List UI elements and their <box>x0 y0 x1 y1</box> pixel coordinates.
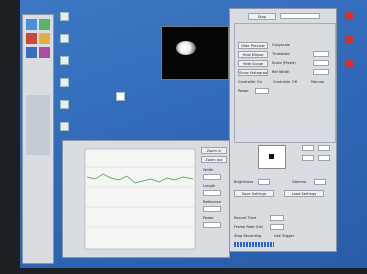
tool[interactable] <box>39 19 50 30</box>
tool[interactable] <box>26 33 37 44</box>
beam-spot <box>176 41 196 55</box>
photo-of-monitor: Stop Hide Preview Hide Ellipse Hide Scop… <box>0 0 367 274</box>
field[interactable] <box>255 88 269 94</box>
field[interactable] <box>313 60 329 66</box>
controller-label[interactable]: Manual <box>311 79 324 85</box>
preview-window <box>161 26 229 80</box>
field-label: Power <box>203 215 214 221</box>
tool-list <box>26 95 50 155</box>
field-label: Length <box>203 183 215 189</box>
histogram-view <box>258 145 286 169</box>
field-label: Width <box>203 167 213 173</box>
option-label: Threshold <box>272 51 290 57</box>
controller-label[interactable]: Controller Off <box>273 79 297 85</box>
button[interactable]: Hide Preview <box>238 42 268 49</box>
button[interactable]: Hide Scope <box>238 60 268 67</box>
desktop-icon[interactable] <box>345 36 353 44</box>
field[interactable] <box>270 215 284 221</box>
settings-group: Hide Preview Hide Ellipse Hide Scope Sho… <box>234 23 336 143</box>
desktop-icon[interactable] <box>60 56 69 65</box>
spot <box>269 154 274 159</box>
graph-window: Zoom in Zoom out Width Length Reference … <box>62 140 230 258</box>
controller-label[interactable]: Controller On <box>238 79 262 85</box>
tool[interactable] <box>39 33 50 44</box>
desktop-icon[interactable] <box>345 60 353 68</box>
zoom-out-button[interactable]: Zoom out <box>201 156 227 163</box>
use-trigger-label[interactable]: Use Trigger <box>274 233 294 239</box>
load-button[interactable]: Load Settings <box>284 190 324 197</box>
desktop-icon[interactable] <box>60 122 69 131</box>
plot-area <box>85 149 195 249</box>
field[interactable] <box>258 179 270 185</box>
field[interactable] <box>302 145 314 151</box>
control-panel: Stop Hide Preview Hide Ellipse Hide Scop… <box>229 8 337 252</box>
field[interactable] <box>318 155 330 161</box>
field[interactable] <box>203 222 221 228</box>
desktop: Stop Hide Preview Hide Ellipse Hide Scop… <box>20 0 367 268</box>
gamma-label: Gamma <box>292 179 306 185</box>
field[interactable] <box>203 190 221 196</box>
power-label: Power <box>238 88 249 94</box>
field-label: Reference <box>203 199 221 205</box>
zoom-in-button[interactable]: Zoom in <box>201 147 227 154</box>
field[interactable] <box>203 174 221 180</box>
desktop-icon[interactable] <box>60 34 69 43</box>
brightness-label: Brightness <box>234 179 253 185</box>
desktop-icon[interactable] <box>60 78 69 87</box>
desktop-icon[interactable] <box>60 100 69 109</box>
field[interactable] <box>314 179 326 185</box>
button[interactable]: Show Histogram <box>238 69 268 76</box>
desktop-icon[interactable] <box>345 12 353 20</box>
field[interactable] <box>270 224 284 230</box>
stop-button[interactable]: Stop <box>248 13 276 20</box>
save-button[interactable]: Save Settings <box>234 190 274 197</box>
tool[interactable] <box>39 47 50 58</box>
desktop-icon[interactable] <box>116 92 125 101</box>
field[interactable] <box>302 155 314 161</box>
field[interactable] <box>318 145 330 151</box>
option-label: Scale (Pixels) <box>272 60 296 66</box>
field[interactable] <box>313 69 329 75</box>
desktop-icon[interactable] <box>60 12 69 21</box>
option-label: Grayscale <box>272 42 290 48</box>
stop-recording-label[interactable]: Stop Recording <box>234 233 261 239</box>
frame-rate-label: Frame Rate (Hz) <box>234 224 263 230</box>
tool-palette <box>22 14 54 264</box>
tool[interactable] <box>26 47 37 58</box>
record-time-label: Record Time <box>234 215 256 221</box>
option-label: Ref Width <box>272 69 289 75</box>
tool[interactable] <box>26 19 37 30</box>
button[interactable]: Hide Ellipse <box>238 51 268 58</box>
field[interactable] <box>280 13 320 19</box>
graph <box>67 147 197 253</box>
field[interactable] <box>203 206 221 212</box>
field[interactable] <box>313 51 329 57</box>
progress-bar <box>234 242 274 247</box>
